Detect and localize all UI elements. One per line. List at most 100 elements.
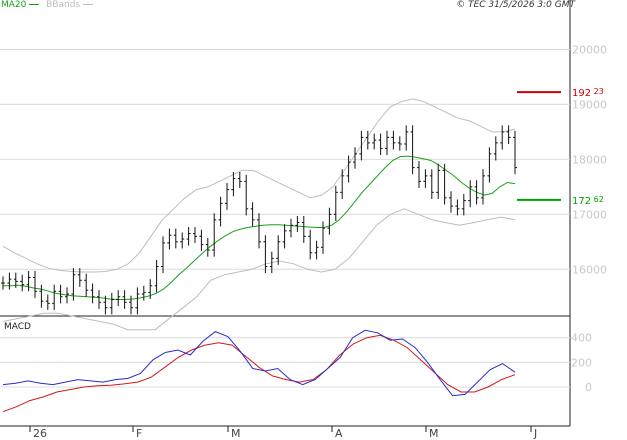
price-bar — [423, 169, 428, 188]
price-bar — [257, 213, 261, 249]
price-bar — [161, 236, 165, 274]
macd-lines — [2, 329, 516, 413]
y-tick-label: 18000 — [572, 153, 607, 166]
price-bar — [468, 180, 473, 208]
price-bar — [13, 272, 18, 288]
price-bar — [327, 207, 332, 235]
x-axis: 26 F M A M J — [29, 426, 537, 440]
price-bar — [385, 130, 389, 155]
legend-bbands-swatch — [82, 4, 93, 5]
price-bar — [129, 295, 133, 315]
price-bar — [340, 169, 345, 199]
price-bar — [513, 130, 517, 175]
price-bar — [455, 199, 460, 216]
price-bar — [212, 213, 217, 257]
support-label-minor: 62 — [591, 195, 604, 204]
price-bar — [154, 259, 159, 293]
price-bar — [39, 284, 44, 308]
bollinger-bands — [2, 98, 516, 331]
price-bar — [141, 285, 146, 301]
x-tick-label: 26 — [33, 427, 47, 440]
price-bar — [7, 272, 12, 290]
macd-label: MACD — [4, 322, 31, 332]
price-bar — [487, 147, 492, 183]
price-bar — [282, 224, 287, 249]
x-tick-label: M — [429, 427, 439, 440]
price-bars — [1, 125, 517, 315]
resistance-label-major: 192 — [572, 88, 591, 99]
price-bar — [135, 287, 140, 315]
price-bar — [417, 161, 421, 188]
price-bar — [321, 221, 325, 254]
price-bar — [52, 284, 57, 310]
legend-ma20: MA20 — [1, 0, 27, 10]
bb-lower-line — [2, 208, 516, 331]
price-bar — [295, 215, 300, 232]
price-bar — [199, 229, 204, 252]
x-tick-label: A — [335, 427, 343, 440]
price-bar — [481, 169, 485, 205]
price-bar — [225, 183, 229, 210]
macd-y-tick-label: 200 — [571, 356, 592, 369]
price-bar — [109, 292, 114, 315]
price-bar — [289, 218, 293, 238]
price-bar — [359, 130, 364, 161]
price-bar — [263, 235, 268, 274]
price-bar — [500, 125, 505, 150]
price-bar — [97, 290, 101, 309]
bb-upper-line — [2, 98, 516, 273]
price-bar — [186, 226, 191, 246]
macd-y-tick-label: 0 — [585, 381, 592, 394]
price-bar — [90, 283, 95, 304]
x-tick-label: F — [136, 427, 142, 440]
price-bar — [269, 251, 274, 274]
price-bar — [84, 273, 89, 297]
price-bar — [449, 191, 453, 213]
price-bar — [148, 279, 153, 299]
price-bar — [1, 276, 5, 290]
price-bar — [391, 130, 396, 150]
price-bar — [205, 237, 210, 257]
price-bar — [276, 235, 281, 265]
price-bar — [308, 229, 313, 260]
price-bar — [193, 226, 197, 243]
price-bar — [180, 232, 185, 249]
price-bar — [314, 240, 319, 260]
macd-y-tick-label: 400 — [571, 332, 592, 345]
y-tick-label: 19000 — [572, 98, 607, 111]
price-bar — [404, 125, 409, 151]
price-bar — [474, 180, 479, 205]
price-levels: 192 23 172 62 — [517, 87, 604, 207]
macd-signal-line — [2, 334, 516, 413]
price-bar — [173, 228, 178, 249]
price-bar — [250, 202, 255, 227]
price-bar — [20, 274, 25, 292]
price-bar — [461, 193, 466, 216]
resistance-label-minor: 23 — [591, 87, 604, 96]
price-bar — [378, 133, 383, 155]
price-bar — [231, 172, 236, 197]
support-label: 172 62 — [572, 195, 604, 207]
y-tick-label: 20000 — [572, 43, 607, 56]
x-tick-label: J — [533, 427, 537, 440]
macd-grid: 0 200 400 — [0, 332, 592, 394]
legend-bbands: BBands — [46, 0, 81, 10]
price-bar — [58, 284, 63, 304]
price-bar — [237, 172, 242, 188]
price-grid — [0, 48, 570, 270]
price-bar — [122, 290, 127, 309]
price-bar — [301, 215, 306, 243]
price-bar — [372, 133, 377, 150]
price-bar — [333, 185, 338, 221]
legend: MA20 BBands — [1, 0, 93, 11]
price-bar — [103, 295, 108, 315]
price-bar — [436, 163, 441, 199]
price-bar — [77, 268, 82, 287]
price-y-tick-labels: 16000 17000 18000 19000 20000 — [572, 43, 607, 276]
price-bar — [506, 125, 511, 144]
price-bar — [365, 130, 370, 150]
price-bar — [397, 136, 402, 151]
price-bar — [244, 174, 249, 216]
